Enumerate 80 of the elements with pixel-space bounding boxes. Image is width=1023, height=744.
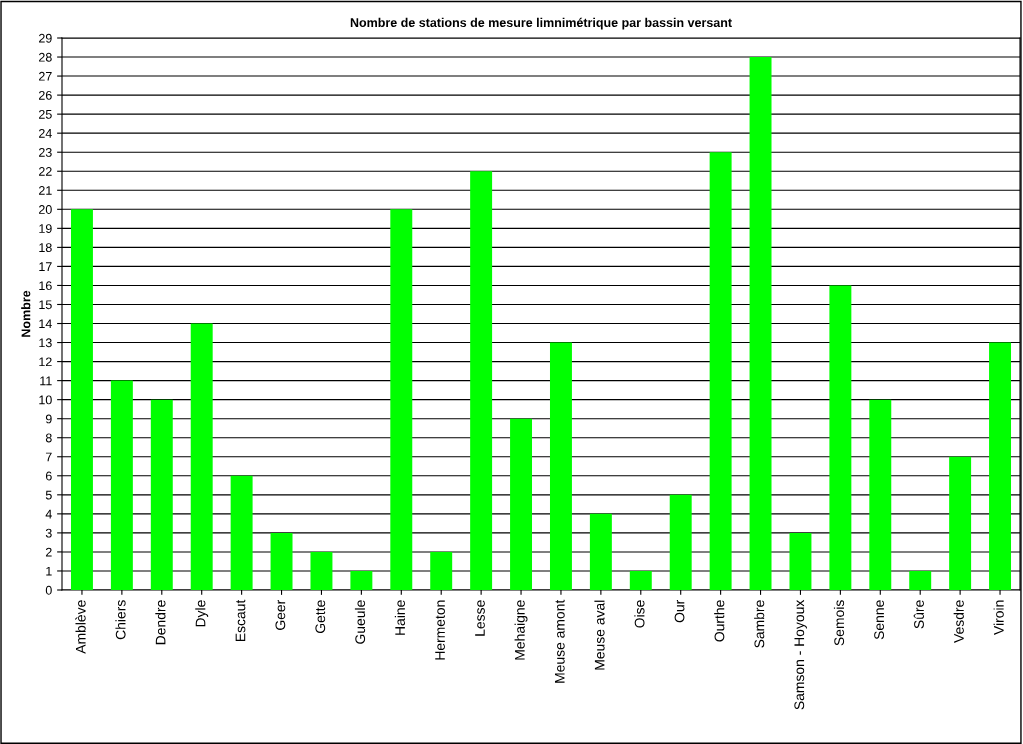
- x-tick-label: Chiers: [115, 600, 126, 640]
- bar: [629, 570, 652, 590]
- bar: [430, 551, 453, 590]
- bar: [829, 285, 852, 590]
- bar: [709, 152, 732, 590]
- y-tick-label: 7: [45, 452, 52, 462]
- y-tick-label: 3: [45, 528, 52, 538]
- x-tick-label: Amblève: [75, 600, 86, 654]
- x-tick-label: Gueule: [354, 600, 366, 644]
- y-tick-label: 6: [45, 471, 52, 481]
- bar: [190, 323, 213, 590]
- y-tick-label: 14: [39, 319, 52, 329]
- x-tick-label: Samson - Hoyoux: [794, 599, 807, 710]
- y-tick-label: 9: [45, 414, 52, 424]
- y-tick-label: 25: [39, 109, 52, 119]
- bar: [909, 570, 932, 590]
- bar: [270, 532, 293, 590]
- y-tick-label: 5: [45, 490, 52, 500]
- bar: [869, 399, 892, 590]
- bar: [390, 209, 413, 590]
- x-tick-label: Lesse: [475, 600, 485, 636]
- bar: [749, 57, 772, 590]
- x-tick-label: Dyle: [195, 600, 209, 627]
- y-tick-label: 10: [39, 395, 52, 405]
- y-tick-label: 24: [39, 128, 52, 138]
- bar: [350, 570, 373, 590]
- y-tick-label: 26: [39, 90, 52, 100]
- bar: [669, 494, 692, 590]
- y-tick-label: 29: [39, 33, 52, 43]
- y-tick-label: 21: [39, 186, 52, 195]
- bar: [310, 551, 333, 590]
- y-tick-label: 4: [45, 509, 52, 519]
- y-tick-label: 8: [45, 433, 52, 443]
- bar: [510, 418, 533, 590]
- x-tick-label: Meuse amont: [554, 599, 565, 683]
- y-tick-label: 18: [39, 243, 52, 253]
- x-tick-label: Senne: [874, 600, 885, 640]
- x-tick-label: Hermeton: [435, 600, 445, 660]
- x-tick-label: Viroin: [993, 600, 1004, 635]
- y-tick-label: 27: [39, 71, 52, 81]
- x-tick-label: Mehaigne: [514, 600, 528, 660]
- bar: [549, 342, 572, 590]
- x-tick-label: Semois: [833, 600, 845, 646]
- y-tick-label: 19: [39, 224, 52, 233]
- y-axis-title: Nombre: [21, 290, 31, 337]
- x-tick-label: Escaut: [235, 599, 246, 642]
- bar: [470, 171, 493, 590]
- x-tick-label: Dendre: [155, 600, 166, 645]
- y-tick-label: 12: [39, 357, 52, 367]
- x-tick-label: Meuse aval: [594, 600, 605, 670]
- bar: [110, 380, 133, 590]
- bar: [949, 456, 972, 590]
- bar: [589, 513, 612, 590]
- y-tick-label: 2: [45, 547, 52, 557]
- bar: [789, 532, 812, 590]
- bar: [70, 209, 93, 590]
- chart-title: Nombre de stations de mesure limnimétrique par bassin versant: [350, 17, 732, 30]
- y-tick-label: 17: [39, 262, 52, 271]
- bar: [230, 475, 253, 590]
- bar: [989, 342, 1012, 590]
- y-tick-label: 22: [39, 167, 52, 176]
- bar: [150, 399, 173, 590]
- x-tick-label: Haine: [394, 600, 406, 635]
- x-tick-label: Sûre: [913, 600, 924, 629]
- y-tick-label: 11: [40, 376, 52, 386]
- y-tick-label: 16: [39, 281, 52, 291]
- x-tick-label: Sambre: [754, 600, 765, 648]
- x-tick-label: Ourthe: [714, 600, 725, 642]
- y-tick-label: 23: [39, 148, 52, 157]
- y-tick-label: 13: [39, 338, 52, 348]
- x-tick-label: Gette: [315, 600, 326, 633]
- y-tick-label: 1: [46, 566, 52, 576]
- x-tick-label: Vesdre: [953, 600, 964, 643]
- y-tick-label: 20: [39, 205, 52, 214]
- x-tick-label: Geer: [275, 599, 286, 630]
- y-tick-label: 15: [39, 300, 52, 310]
- x-tick-label: Our: [674, 599, 685, 623]
- y-tick-label: 0: [45, 585, 52, 595]
- y-tick-label: 28: [39, 52, 52, 62]
- x-tick-label: Oise: [634, 600, 645, 628]
